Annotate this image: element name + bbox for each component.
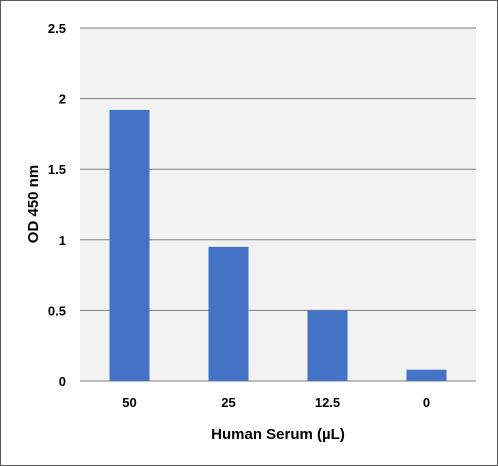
x-axis-title: Human Serum (µL)	[211, 426, 345, 443]
x-tick-label: 50	[122, 395, 136, 410]
bars	[109, 109, 447, 382]
bar-0	[406, 369, 447, 381]
bar-12.5	[307, 310, 348, 381]
y-tick-label: 2.5	[48, 21, 66, 36]
y-axis-title: OD 450 nm	[25, 165, 42, 243]
y-tick-label: 0	[59, 374, 66, 389]
x-tick-label: 0	[423, 395, 430, 410]
x-tick-label: 25	[221, 395, 235, 410]
bar-25	[208, 246, 249, 381]
x-tick-label: 12.5	[315, 395, 340, 410]
y-tick-label: 2	[59, 92, 66, 107]
y-tick-label: 1.5	[48, 162, 66, 177]
y-tick-labels: 0 0.5 1 1.5 2 2.5	[48, 21, 66, 389]
y-tick-label: 0.5	[48, 303, 66, 318]
y-tick-label: 1	[59, 233, 66, 248]
bar-50	[109, 109, 150, 382]
x-tick-labels: 50 25 12.5 0	[122, 395, 430, 410]
